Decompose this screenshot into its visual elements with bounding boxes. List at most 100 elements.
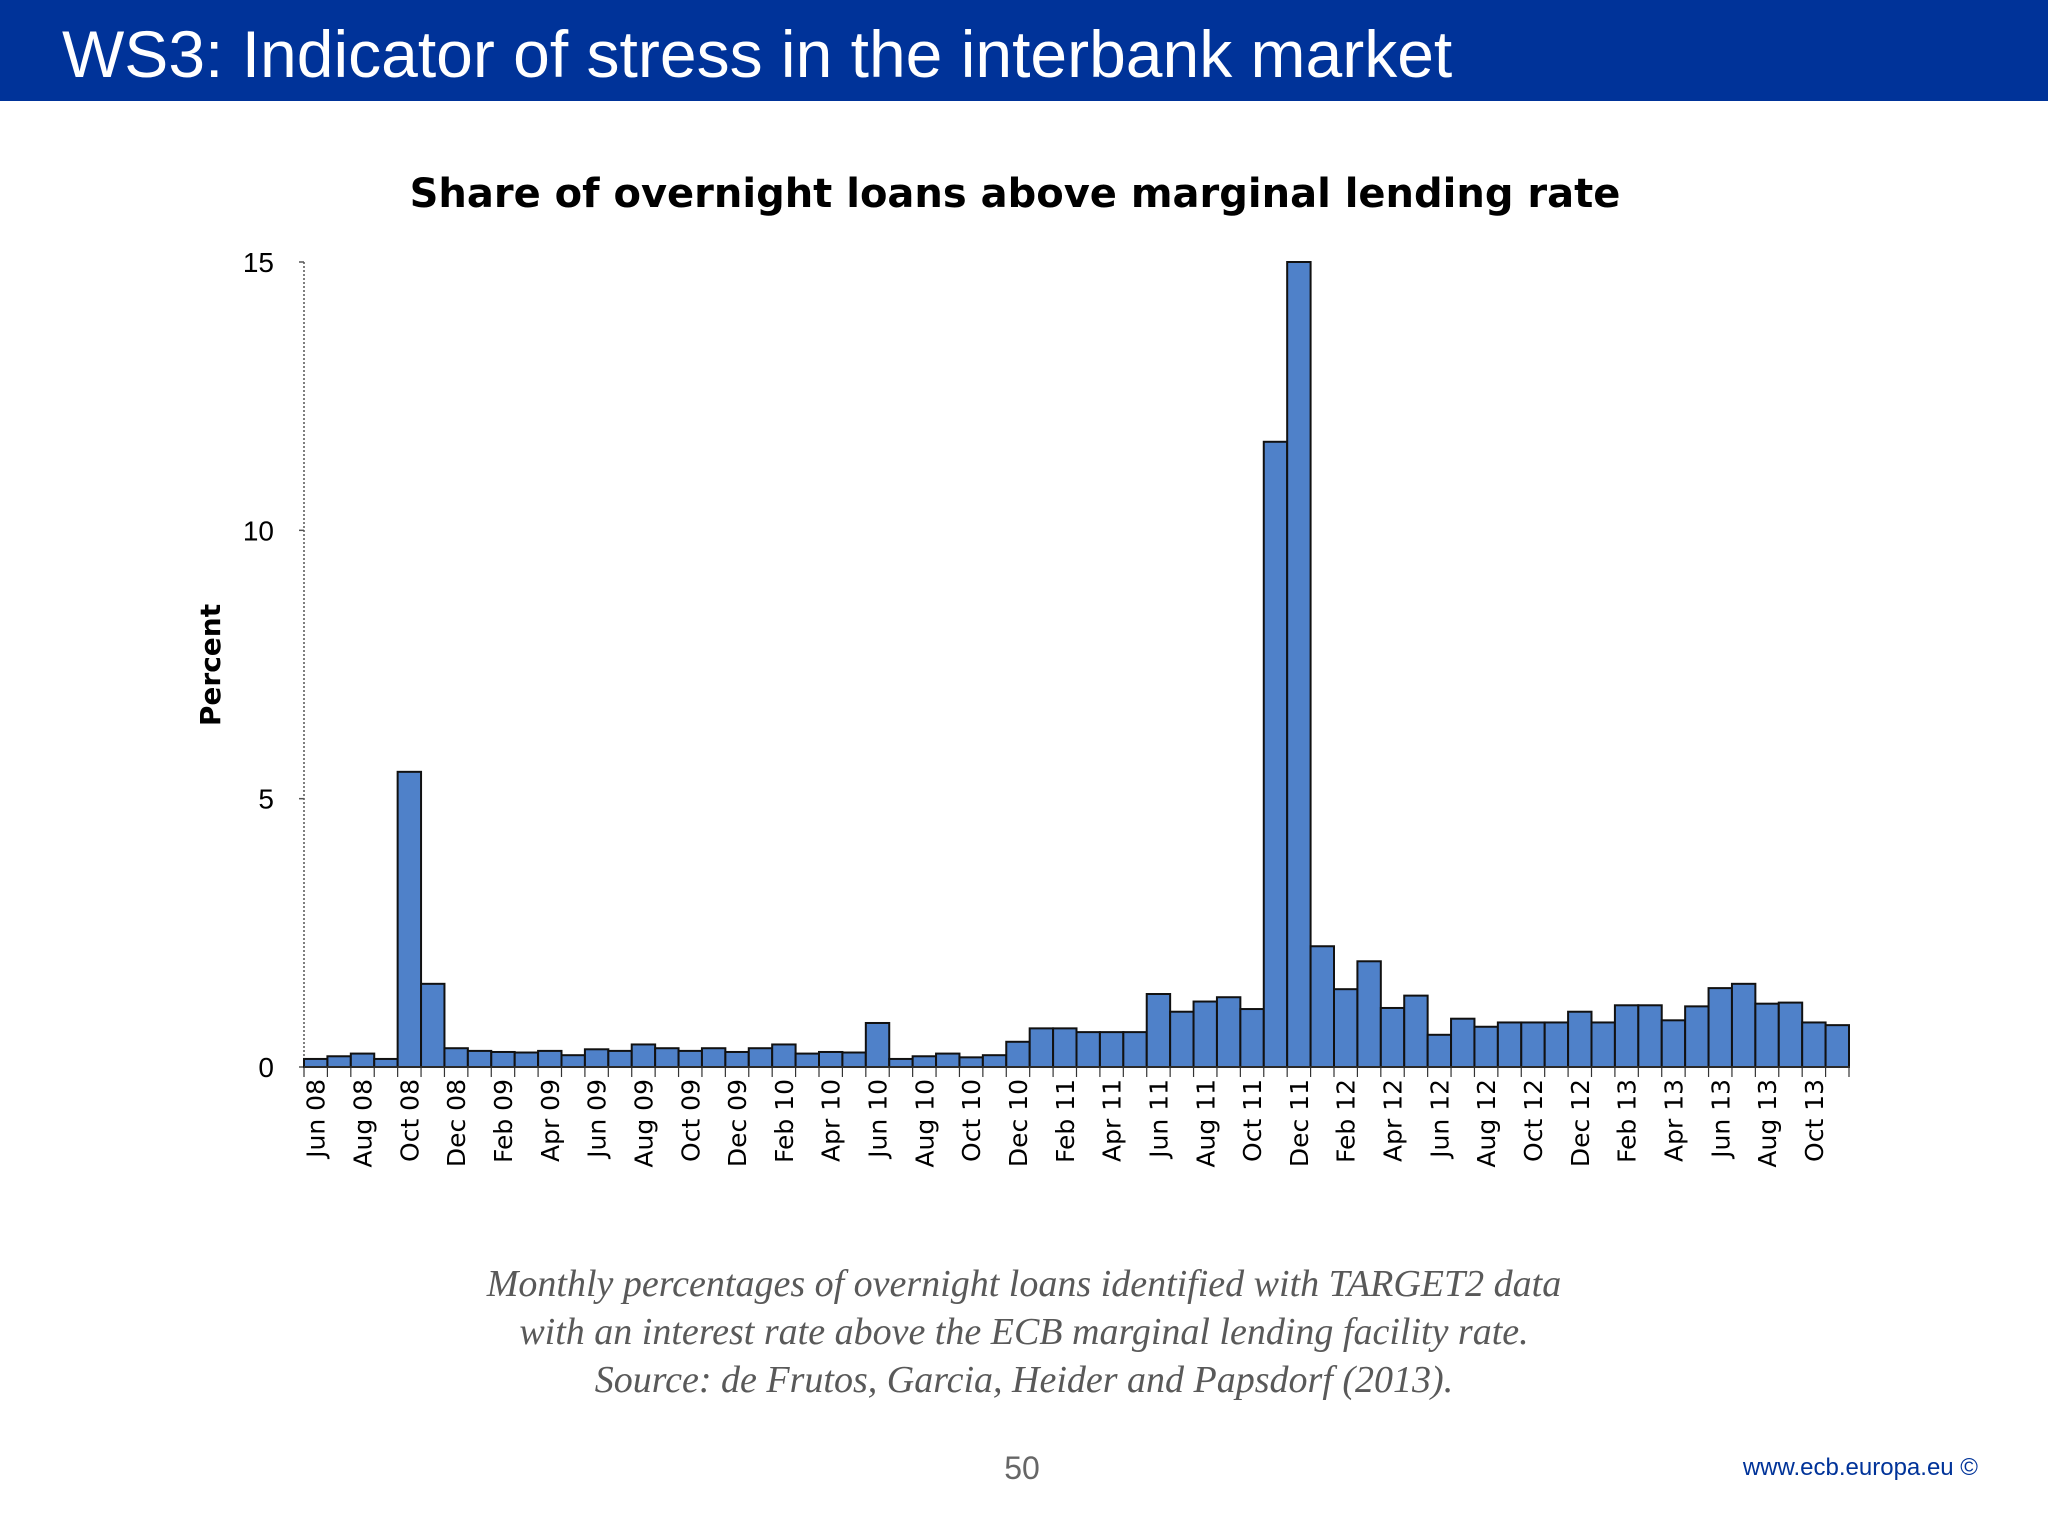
bar [677,1049,703,1069]
header-bar [0,0,2048,101]
bar [1543,1021,1570,1069]
bar [443,1047,469,1068]
bar [490,1050,516,1068]
bar [560,1054,586,1068]
x-tick-label: Feb 10 [770,1079,799,1163]
bar [1169,1010,1195,1068]
bar [1637,1004,1663,1069]
y-tick-group: 0 5 10 15 [243,247,304,1083]
bar [747,1047,774,1068]
x-tick-label: Apr 09 [536,1079,565,1162]
chart-caption: Monthly percentages of overnight loans i… [274,1260,1774,1404]
x-tick-label: Jun 08 [302,1079,331,1160]
x-tick-label: Aug 09 [629,1079,658,1168]
x-tick-label: Oct 08 [395,1079,424,1162]
bar [911,1055,938,1069]
x-tick-label: Dec 10 [1004,1079,1033,1167]
bar [583,1048,610,1069]
bar [1450,1017,1476,1069]
bar [888,1057,914,1068]
bar [1590,1021,1616,1069]
bar [818,1050,844,1068]
bar [935,1052,961,1068]
x-tick-label: Jun 10 [864,1079,893,1160]
y-tick-label: 10 [243,515,274,546]
caption-line: Monthly percentages of overnight loans i… [486,1263,1562,1305]
footer-url[interactable]: www.ecb.europa.eu © [1742,1454,1978,1481]
bar [1730,982,1757,1069]
x-tick-label: Aug 12 [1472,1079,1501,1168]
bar [1286,261,1312,1068]
x-tick-label: Apr 12 [1379,1079,1408,1162]
x-tick-label: Aug 13 [1753,1079,1782,1168]
bar [1192,1000,1218,1069]
bar [1520,1021,1546,1069]
bar [607,1049,633,1069]
bar [420,982,446,1069]
bar [1801,1021,1827,1069]
x-tick-label: Jun 11 [1144,1079,1173,1160]
bar [1356,960,1382,1069]
bar [958,1056,984,1068]
x-tick-label: Oct 11 [1238,1079,1267,1162]
bar [841,1051,867,1069]
bar [396,770,423,1069]
chart-title: Share of overnight loans above marginal … [410,171,1621,217]
x-tick-label: Oct 09 [676,1079,705,1162]
x-tick-label: Oct 13 [1800,1079,1829,1162]
bar [724,1050,750,1068]
bar [1098,1031,1125,1068]
bar-group [303,261,1850,1069]
bar [1309,945,1335,1068]
x-tick-label: Dec 12 [1566,1079,1595,1167]
x-tick-label: Feb 13 [1613,1079,1642,1163]
bar [1145,993,1172,1069]
bar [794,1052,821,1068]
bar [700,1047,727,1068]
bar [349,1052,376,1068]
bar [1754,1002,1780,1068]
bar [326,1055,352,1069]
x-tick-label: Apr 11 [1098,1079,1127,1162]
x-tick-group: Jun 08 Aug 08 Oct 08 Dec 08 Feb 09 Apr 09 Jun … [302,1067,1850,1168]
bar [654,1047,680,1068]
bar [771,1043,797,1068]
bar [1824,1024,1850,1069]
x-tick-label: Dec 09 [723,1079,752,1167]
caption-line: Source: de Frutos, Garcia, Heider and Pa… [594,1359,1454,1401]
x-tick-label: Aug 11 [1191,1079,1220,1168]
bar [1005,1040,1031,1069]
x-tick-label: Oct 10 [957,1079,986,1162]
bar [466,1049,493,1069]
bar [1403,994,1429,1068]
bar [1567,1010,1593,1068]
bar [1333,988,1359,1068]
bar [1028,1027,1055,1068]
bar [1122,1031,1148,1068]
bar [303,1057,329,1068]
y-tick-label: 5 [258,784,274,815]
bar [1052,1027,1078,1068]
bar [1613,1004,1640,1069]
x-tick-label: Feb 09 [489,1079,518,1163]
bar [1215,996,1242,1068]
bar [537,1049,563,1069]
x-tick-label: Aug 10 [910,1079,939,1168]
bar [513,1051,540,1069]
x-tick-label: Jun 09 [583,1079,612,1160]
bar [1379,1006,1406,1068]
bar [864,1021,891,1068]
bar [1660,1019,1687,1068]
bar [373,1057,399,1068]
bar [981,1054,1008,1068]
bar [1496,1021,1523,1069]
x-tick-label: Jun 13 [1706,1079,1735,1160]
bar [1707,987,1733,1068]
bar [1075,1031,1101,1068]
caption-line: with an interest rate above the ECB marg… [519,1311,1529,1353]
page-number: 50 [1004,1450,1040,1486]
bar [630,1043,657,1068]
x-tick-label: Dec 11 [1285,1079,1314,1167]
x-tick-label: Apr 13 [1659,1079,1688,1162]
bar-chart: Share of overnight loans above marginal … [194,171,1850,1168]
